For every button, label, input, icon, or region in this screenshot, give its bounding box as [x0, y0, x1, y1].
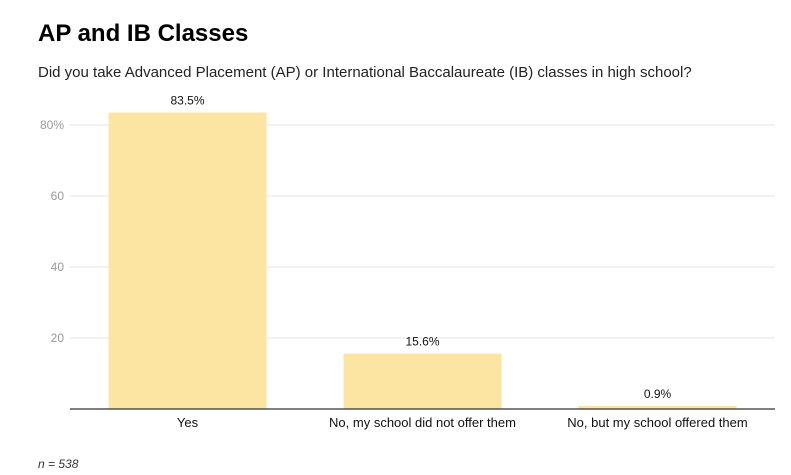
y-tick-label: 60 — [51, 189, 65, 203]
data-label: 83.5% — [170, 94, 204, 108]
data-label: 0.9% — [644, 387, 672, 401]
y-tick-label: 20 — [51, 331, 65, 345]
bar — [578, 405, 737, 409]
bar — [343, 353, 502, 409]
bar — [108, 112, 267, 409]
category-label: No, my school did not offer them — [329, 415, 516, 430]
chart-title: AP and IB Classes — [38, 20, 249, 47]
category-label: No, but my school offered them — [567, 415, 747, 430]
y-tick-label: 40 — [51, 260, 65, 274]
chart-subtitle: Did you take Advanced Placement (AP) or … — [38, 64, 692, 81]
y-tick-label: 80% — [40, 118, 64, 132]
sample-size-note: n = 538 — [38, 457, 79, 471]
category-label: Yes — [177, 415, 199, 430]
data-label: 15.6% — [405, 335, 439, 349]
